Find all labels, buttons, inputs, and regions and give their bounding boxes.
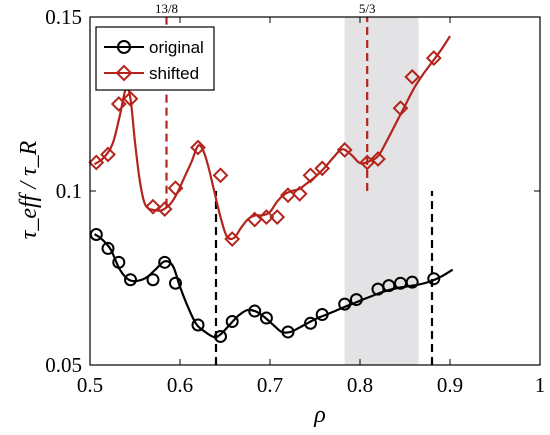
data-point-shifted [314,160,331,177]
data-point-shifted [212,167,229,184]
data-point-original [259,311,273,325]
data-point-shifted [145,198,161,215]
legend: original shifted [95,26,215,91]
data-point-original [382,279,396,293]
data-point-shifted [302,167,319,184]
y-tick-label: 0.15 [45,5,82,29]
shaded-region [344,17,419,365]
data-point-original [281,325,295,339]
data-point-shifted [224,231,241,247]
data-point-original [169,276,182,290]
data-point-original [89,228,103,241]
data-point-original [405,275,419,289]
data-point-shifted [190,139,206,156]
annotation-label: 5/3 [359,1,376,16]
data-point-shifted [425,50,442,66]
data-point-shifted [392,100,409,117]
data-point-original [112,255,126,269]
data-point-original [338,297,352,311]
data-point-shifted [156,201,173,218]
x-tick-label: 0.5 [77,373,103,397]
x-tick-label: 0.7 [257,373,283,397]
data-point-shifted [269,209,286,226]
data-point-shifted [100,146,116,163]
annotation-label: 13/8 [155,1,178,16]
data-point-shifted [258,209,275,226]
data-point-original [158,255,172,269]
data-point-original [191,318,205,332]
data-point-shifted [280,187,296,204]
data-point-shifted [110,96,127,112]
data-point-original [304,316,317,330]
data-point-original [427,272,441,286]
legend-marker-shifted [115,64,133,82]
data-point-original [214,329,227,343]
data-point-original [225,315,239,328]
legend-marker-original [117,40,131,54]
x-tick-label: 1 [535,373,546,397]
data-point-shifted [167,180,184,197]
data-point-original [248,304,262,318]
data-point-shifted [336,142,353,158]
data-point-original [146,273,160,287]
data-point-shifted [404,68,421,85]
data-point-original [124,273,137,287]
legend-label-shifted: shifted [149,64,199,83]
legend-label-original: original [149,38,204,57]
x-tick-label: 0.8 [347,373,373,397]
data-point-original [349,293,363,307]
data-point-original [101,241,115,255]
data-point-shifted [122,90,139,107]
data-point-shifted [88,154,105,171]
y-tick-label: 0.1 [56,179,82,203]
x-tick-label: 0.9 [437,373,463,397]
x-axis-label: ρ [313,402,326,428]
x-tick-label: 0.6 [167,373,193,397]
y-axis-label: τ_eff / τ_R [16,140,42,239]
y-tick-label: 0.05 [45,353,82,377]
data-point-shifted [291,185,308,202]
legend-box [95,26,215,91]
data-point-original [315,308,329,322]
data-point-shifted [370,151,386,167]
